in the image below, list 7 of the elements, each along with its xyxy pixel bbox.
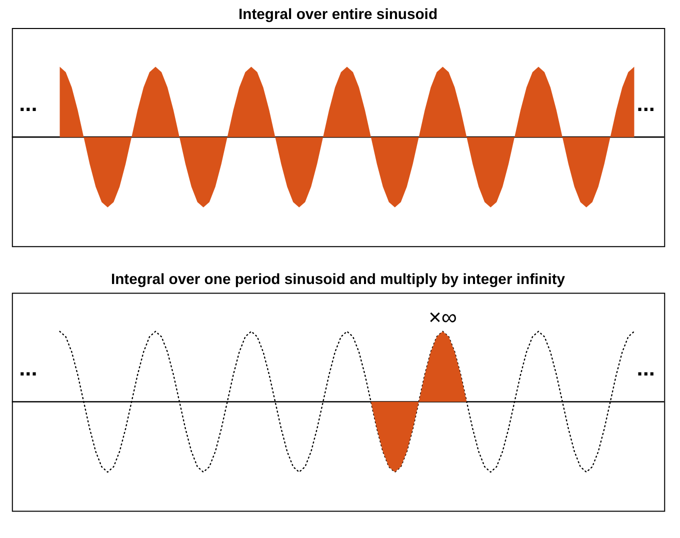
annotation: ×∞ bbox=[428, 304, 457, 330]
annotation: ... bbox=[636, 91, 655, 116]
chart-title: Integral over entire sinusoid bbox=[238, 7, 438, 24]
annotation: ... bbox=[636, 356, 655, 381]
chart-title: Integral over one period sinusoid and multiply by integer infinity bbox=[110, 272, 566, 288]
annotation: ... bbox=[19, 356, 38, 381]
annotation: ... bbox=[19, 91, 38, 116]
